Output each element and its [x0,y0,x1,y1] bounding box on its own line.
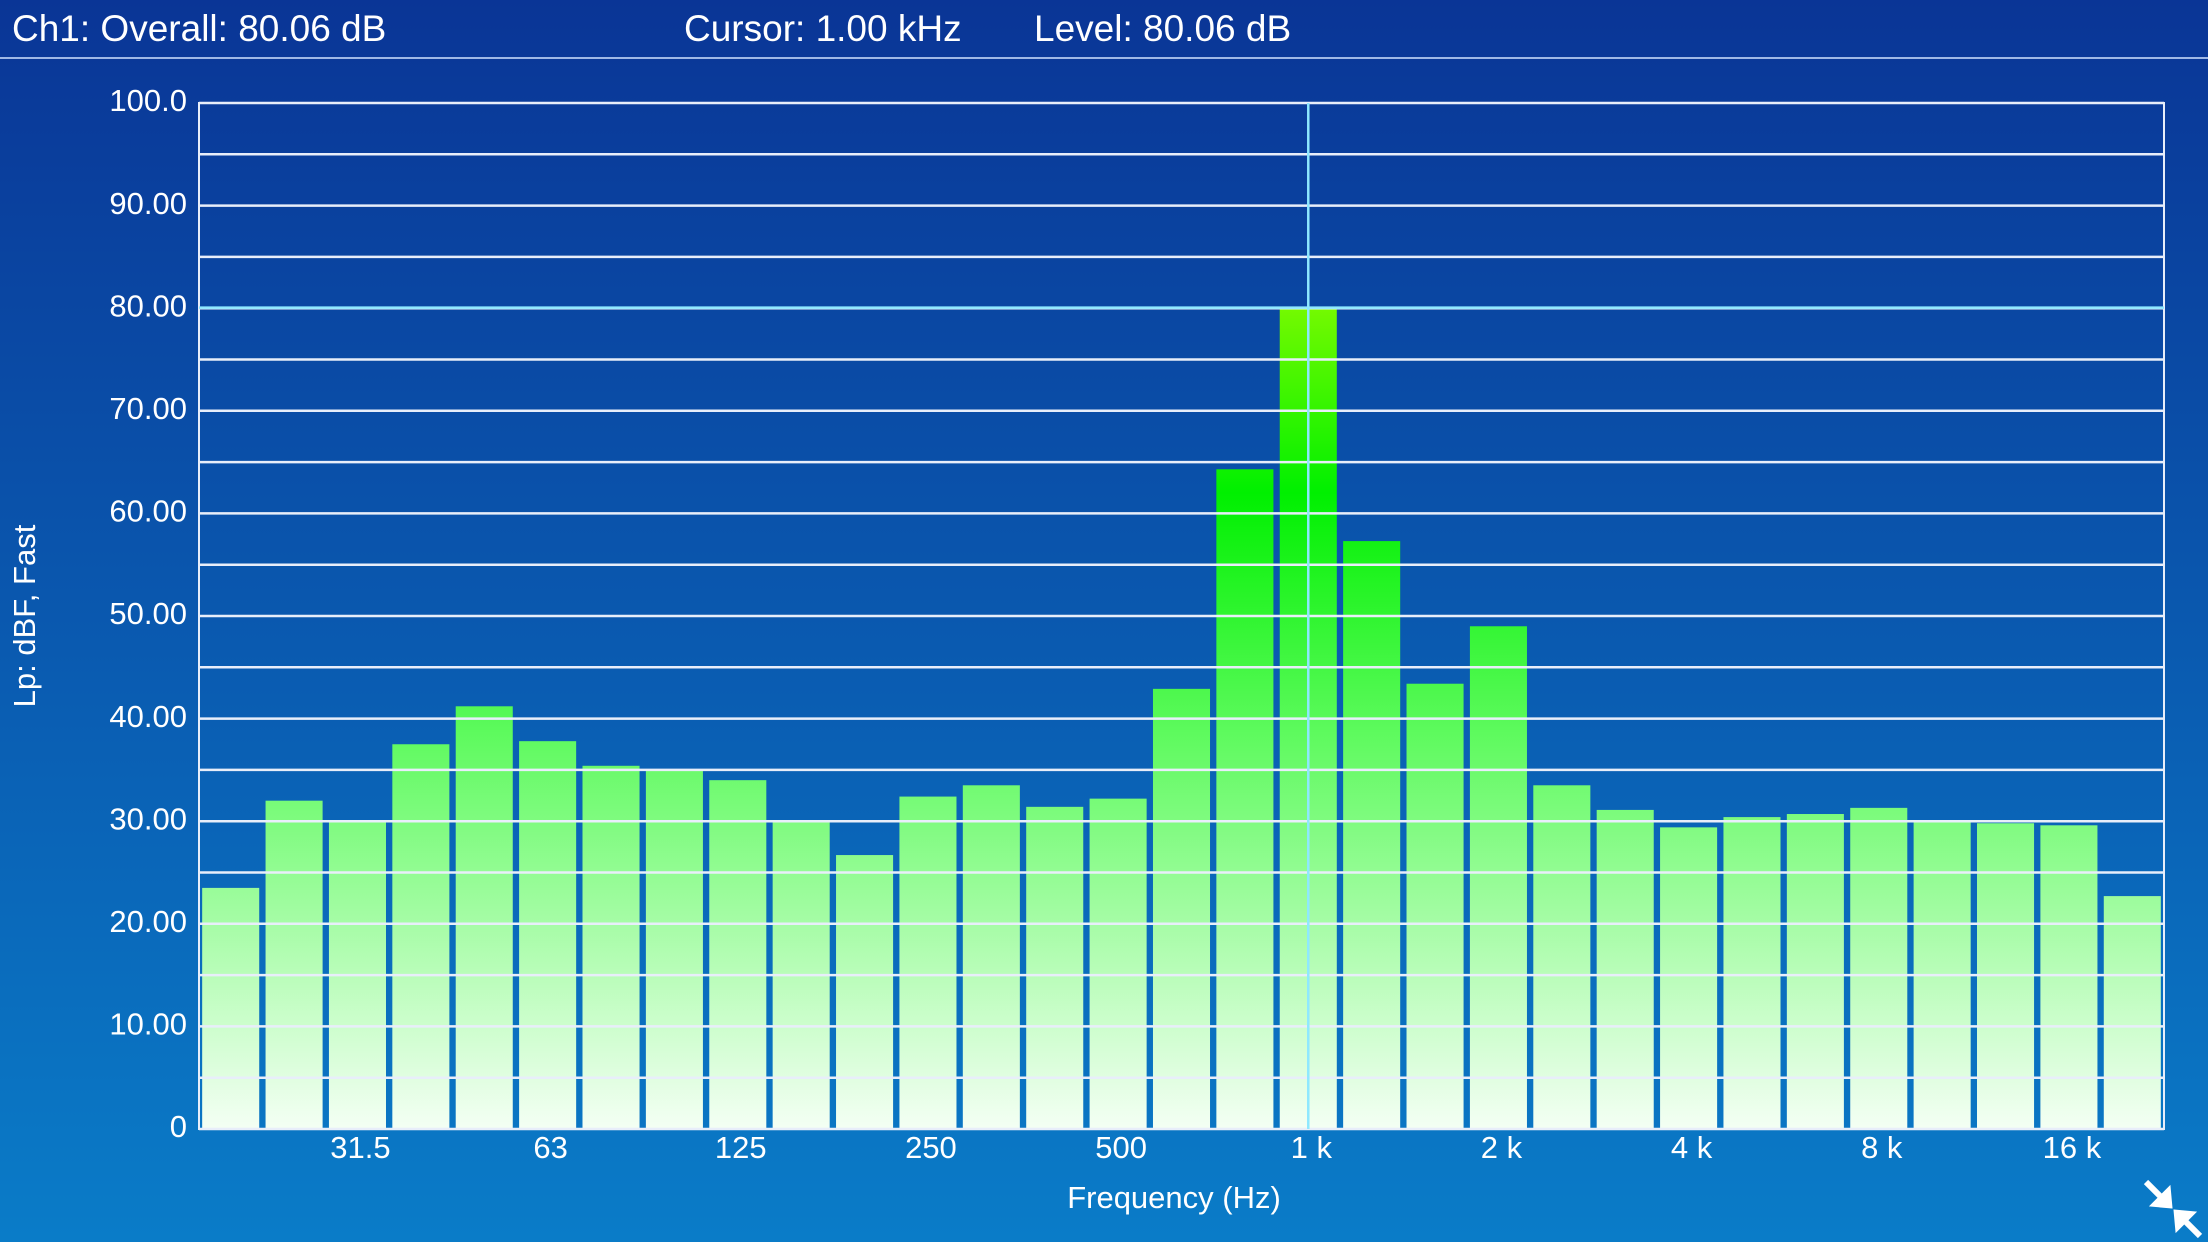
bar [645,769,703,1129]
x-tick-label: 16 k [2043,1130,2102,1165]
collapse-button[interactable] [2143,1179,2203,1239]
bar [1786,814,1844,1129]
y-tick-label: 0 [170,1109,187,1144]
bar [1152,688,1211,1129]
bar [582,765,640,1129]
bar [392,744,450,1129]
x-tick-label: 63 [533,1130,567,1165]
y-tick-label: 10.00 [109,1007,187,1042]
level-readout: Level: 80.06 dB [1034,8,1291,49]
x-tick-label: 8 k [1861,1130,1903,1165]
bar [519,741,577,1129]
y-tick-label: 60.00 [109,494,187,529]
bar [1596,809,1654,1129]
bar [1026,806,1084,1129]
y-tick-label: 100.0 [109,83,187,118]
bar [899,796,957,1129]
x-axis-label: Frequency (Hz) [1067,1180,1281,1215]
x-tick-label: 250 [905,1130,957,1165]
bar [709,780,767,1129]
bar [1469,626,1527,1129]
y-tick-label: 50.00 [109,596,187,631]
x-tick-label: 1 k [1291,1130,1333,1165]
bar [202,887,260,1129]
bar [2103,896,2161,1129]
bar [2040,825,2098,1129]
y-tick-label: 80.00 [109,288,187,323]
y-axis-label: Lp: dBF, Fast [7,524,42,707]
bar [455,706,513,1129]
x-tick-label: 4 k [1671,1130,1713,1165]
x-tick-label: 500 [1095,1130,1147,1165]
overall-readout: Ch1: Overall: 80.06 dB [12,8,386,49]
y-tick-label: 20.00 [109,904,187,939]
y-tick-label: 70.00 [109,391,187,426]
y-tick-label: 40.00 [109,699,187,734]
bar [1089,798,1147,1129]
bar [962,785,1020,1129]
bar [836,855,894,1129]
bar [1850,807,1908,1129]
bar [1216,469,1274,1130]
y-tick-label: 90.00 [109,186,187,221]
bar [1343,541,1401,1129]
x-tick-label: 31.5 [330,1130,390,1165]
cursor-readout: Cursor: 1.00 kHz [684,8,962,49]
bar [1533,785,1591,1129]
bar [1406,683,1464,1129]
x-tick-label: 2 k [1481,1130,1523,1165]
y-tick-label: 30.00 [109,801,187,836]
bar [265,800,323,1129]
x-tick-label: 125 [715,1130,767,1165]
bar [1723,817,1781,1129]
